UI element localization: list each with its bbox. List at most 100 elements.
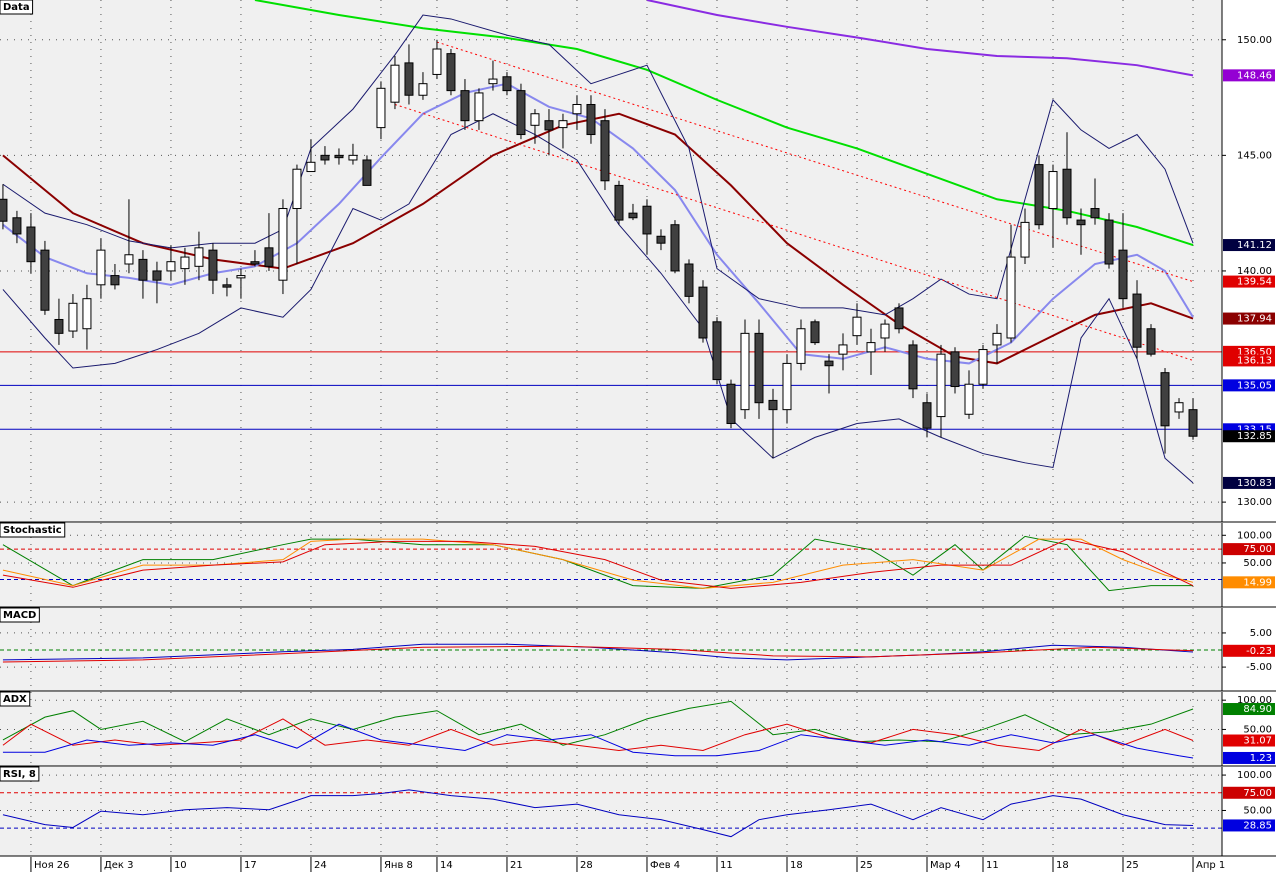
candle-body [978, 349, 988, 385]
x-tick-label: Фев 4 [650, 860, 680, 871]
candle-body [964, 383, 974, 415]
price-label-box [1223, 543, 1275, 556]
candle-body [152, 270, 162, 281]
x-tick-label: Мар 4 [930, 860, 961, 871]
y-tick-label: 5.00 [1250, 628, 1272, 639]
candle-body [950, 351, 960, 388]
candle-body [1104, 219, 1114, 265]
candle-body [26, 226, 36, 263]
candle-body [1006, 256, 1016, 339]
price-label: 31.07 [1243, 736, 1272, 747]
x-tick-label: Янв 8 [384, 860, 413, 871]
price-label-box [1223, 703, 1275, 716]
candle-body [502, 76, 512, 92]
candle-body [782, 362, 792, 411]
candle-body [488, 78, 498, 85]
panel-title: ADX [3, 694, 27, 705]
series-line [2, 723, 1194, 759]
y-tick-label: 140.00 [1237, 266, 1272, 277]
candle-body [600, 120, 610, 182]
y-tick-label: -5.00 [1246, 662, 1272, 673]
y-tick-label: 130.00 [1237, 497, 1272, 508]
candle-body [810, 321, 820, 344]
price-label: 133.15 [1237, 424, 1272, 435]
candle-body [348, 154, 358, 161]
candle-body [334, 154, 344, 159]
candle-body [1076, 219, 1086, 226]
panel-background [0, 692, 1222, 766]
candle-body [292, 168, 302, 210]
candle-body [278, 208, 288, 281]
y-tick-label: 50.00 [1243, 558, 1272, 569]
candle-body [194, 247, 204, 267]
price-label: -0.23 [1246, 646, 1272, 657]
candle-body [236, 275, 246, 279]
candle-body [1188, 409, 1198, 437]
candle-body [432, 48, 442, 75]
candle-body [1020, 221, 1030, 258]
candle-body [516, 90, 526, 136]
candle-body [852, 316, 862, 337]
price-label-box [1223, 312, 1275, 325]
price-label: 28.85 [1243, 820, 1272, 831]
x-tick-label: 24 [314, 860, 327, 871]
indicator-line [436, 41, 1194, 283]
candle-body [40, 249, 50, 311]
candle-body [544, 120, 554, 131]
price-label-box [1223, 576, 1275, 589]
candle-body [0, 198, 8, 222]
candle-body [68, 302, 78, 332]
x-tick-label: 14 [440, 860, 453, 871]
panel-title-box [0, 766, 40, 782]
x-tick-label: Апр 1 [1196, 860, 1225, 871]
price-label: 14.99 [1243, 577, 1272, 588]
x-tick-label: 10 [174, 860, 187, 871]
price-label: 136.50 [1237, 347, 1272, 358]
plot-area [0, 767, 1222, 856]
candle-body [992, 332, 1002, 346]
y-tick-label: 145.00 [1237, 150, 1272, 161]
panel-title: Stochastic [3, 525, 62, 536]
panel-title: Data [3, 2, 30, 13]
price-label: 75.00 [1243, 788, 1272, 799]
candle-body [726, 383, 736, 425]
y-tick-label: 100.00 [1237, 530, 1272, 541]
panel-title-box [0, 0, 34, 15]
candle-body [376, 87, 386, 129]
candle-body [54, 318, 64, 334]
price-label: 1.23 [1250, 753, 1272, 764]
candle-body [530, 113, 540, 126]
x-tick-label: 17 [244, 860, 257, 871]
price-label-box [1223, 354, 1275, 367]
series-line [2, 700, 1194, 746]
series-line [2, 645, 1194, 663]
plot-area [0, 692, 1222, 766]
candle-body [460, 90, 470, 122]
candle-body [1118, 249, 1128, 300]
y-tick-label: 100.00 [1237, 770, 1272, 781]
candle-body [796, 328, 806, 364]
candle-body [390, 64, 400, 103]
candle-body [1062, 168, 1072, 219]
panel-background [0, 767, 1222, 856]
candle-body [894, 307, 904, 330]
y-tick-label: 50.00 [1243, 724, 1272, 735]
candle-body [166, 261, 176, 272]
candle-body [922, 402, 932, 429]
x-tick-label: 11 [720, 860, 733, 871]
panel-title-box [0, 607, 40, 623]
price-label: 135.05 [1237, 380, 1272, 391]
panel-background [0, 608, 1222, 691]
x-tick-label: 25 [1126, 860, 1139, 871]
candle-body [936, 353, 946, 418]
candle-body [628, 212, 638, 219]
candle-body [82, 298, 92, 330]
candle-body [642, 205, 652, 235]
series-line [2, 718, 1194, 752]
candle-body [684, 263, 694, 297]
candle-body [180, 256, 190, 270]
candle-body [474, 92, 484, 122]
candle-body [320, 154, 330, 161]
price-label-box [1223, 751, 1275, 764]
